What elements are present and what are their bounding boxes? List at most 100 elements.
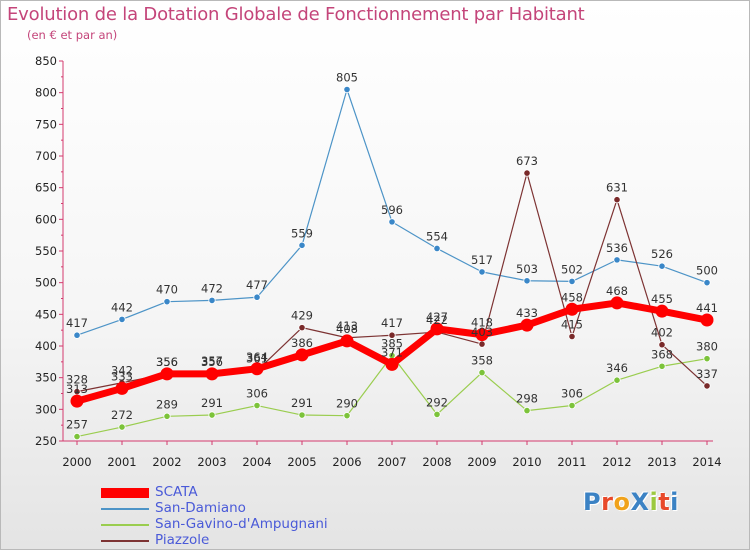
data-point-scata xyxy=(610,296,624,310)
data-point-piazzole xyxy=(298,324,306,332)
data-point-piazzole xyxy=(568,332,576,341)
data-point-scata xyxy=(70,394,84,408)
data-label-scata: 313 xyxy=(66,382,88,396)
data-point-scata xyxy=(295,348,309,362)
data-point-scata xyxy=(700,313,714,327)
data-point-san-damiano xyxy=(343,85,351,94)
data-label-san-gavino-d-ampugnani: 368 xyxy=(651,347,673,361)
legend-label-san-gavino-d-ampugnani: San-Gavino-d'Ampugnani xyxy=(155,516,328,532)
legend-label-piazzole: Piazzole xyxy=(155,532,210,548)
data-label-san-damiano: 442 xyxy=(111,300,133,314)
data-label-san-gavino-d-ampugnani: 291 xyxy=(201,396,223,410)
data-label-scata: 364 xyxy=(246,350,268,364)
x-tick-label: 2003 xyxy=(197,455,226,469)
data-label-scata: 468 xyxy=(606,284,628,298)
data-point-san-gavino-d-ampugnani xyxy=(613,376,621,384)
x-tick-label: 2005 xyxy=(287,455,316,469)
x-tick-label: 2009 xyxy=(467,455,496,469)
data-label-scata: 427 xyxy=(426,310,448,324)
data-label-san-damiano: 472 xyxy=(201,281,223,295)
data-point-san-gavino-d-ampugnani xyxy=(73,432,81,441)
data-label-piazzole: 357 xyxy=(201,354,223,368)
data-label-san-damiano: 559 xyxy=(291,226,313,240)
y-tick-label: 800 xyxy=(35,86,57,100)
data-label-scata: 408 xyxy=(336,322,358,336)
legend-swatch-san-damiano xyxy=(101,508,149,510)
data-point-piazzole xyxy=(613,196,621,204)
data-label-piazzole: 422 xyxy=(426,313,448,327)
x-tick-label: 2014 xyxy=(692,455,721,469)
data-label-scata: 333 xyxy=(111,369,133,383)
x-tick-label: 2000 xyxy=(62,455,91,469)
data-point-scata xyxy=(385,357,399,371)
y-tick-label: 650 xyxy=(35,181,57,195)
data-point-san-damiano xyxy=(523,277,531,285)
data-point-san-damiano xyxy=(73,331,81,339)
x-tick-label: 2012 xyxy=(602,455,631,469)
data-point-san-gavino-d-ampugnani xyxy=(253,401,261,410)
data-label-scata: 371 xyxy=(381,345,403,359)
data-label-san-damiano: 477 xyxy=(246,278,268,292)
data-label-piazzole: 342 xyxy=(111,364,133,378)
y-tick-label: 700 xyxy=(35,149,57,163)
y-tick-label: 350 xyxy=(35,371,57,385)
y-tick-label: 450 xyxy=(35,307,57,321)
y-tick-label: 750 xyxy=(35,117,57,131)
data-point-san-gavino-d-ampugnani xyxy=(703,355,711,363)
data-point-san-gavino-d-ampugnani xyxy=(163,412,171,420)
data-label-san-damiano: 517 xyxy=(471,253,493,267)
data-label-scata: 386 xyxy=(291,336,313,350)
data-point-san-damiano xyxy=(433,244,441,253)
data-point-scata xyxy=(655,304,669,318)
data-label-piazzole: 417 xyxy=(381,316,403,330)
data-point-san-gavino-d-ampugnani xyxy=(118,423,126,431)
data-label-scata: 441 xyxy=(696,301,718,315)
data-point-san-gavino-d-ampugnani xyxy=(433,410,441,418)
x-tick-label: 2002 xyxy=(152,455,181,469)
data-label-scata: 455 xyxy=(651,292,673,306)
data-point-piazzole xyxy=(478,340,486,348)
legend-label-scata: SCATA xyxy=(155,484,198,500)
data-point-piazzole xyxy=(703,382,711,390)
chart-title: Evolution de la Dotation Globale de Fonc… xyxy=(7,4,585,25)
data-point-scata xyxy=(475,328,489,342)
data-point-san-damiano xyxy=(388,218,396,226)
x-tick-label: 2001 xyxy=(107,455,136,469)
data-label-san-gavino-d-ampugnani: 272 xyxy=(111,408,133,422)
legend-label-san-damiano: San-Damiano xyxy=(155,500,246,516)
data-point-san-damiano xyxy=(118,315,126,323)
chart-subtitle: (en € et par an) xyxy=(27,28,118,42)
data-label-san-damiano: 805 xyxy=(336,71,358,85)
data-label-san-damiano: 502 xyxy=(561,262,583,276)
data-label-piazzole: 415 xyxy=(561,318,583,332)
data-label-san-damiano: 536 xyxy=(606,241,628,255)
x-tick-label: 2006 xyxy=(332,455,361,469)
y-tick-label: 600 xyxy=(35,212,57,226)
data-point-san-damiano xyxy=(703,279,711,287)
data-point-san-gavino-d-ampugnani xyxy=(478,368,486,377)
data-point-scata xyxy=(520,318,534,332)
legend-swatch-piazzole xyxy=(101,540,149,542)
data-label-piazzole: 403 xyxy=(471,325,493,339)
data-label-san-gavino-d-ampugnani: 292 xyxy=(426,395,448,409)
x-tick-label: 2004 xyxy=(242,455,271,469)
data-point-san-gavino-d-ampugnani xyxy=(523,406,531,415)
data-label-scata: 356 xyxy=(201,355,223,369)
data-label-san-gavino-d-ampugnani: 385 xyxy=(381,337,403,351)
proxiti-logo: ProXiti xyxy=(583,488,679,516)
data-point-san-gavino-d-ampugnani xyxy=(298,411,306,419)
data-point-scata xyxy=(205,367,219,381)
y-tick-label: 550 xyxy=(35,244,57,258)
data-label-san-damiano: 554 xyxy=(426,229,448,243)
data-label-piazzole: 356 xyxy=(156,355,178,369)
data-point-san-gavino-d-ampugnani xyxy=(343,412,351,420)
data-label-san-gavino-d-ampugnani: 358 xyxy=(471,354,493,368)
data-label-piazzole: 673 xyxy=(516,154,538,168)
data-label-scata: 458 xyxy=(561,290,583,304)
data-point-san-damiano xyxy=(613,256,621,264)
data-label-san-gavino-d-ampugnani: 306 xyxy=(246,387,268,401)
data-point-san-damiano xyxy=(253,293,261,301)
data-label-san-damiano: 470 xyxy=(156,283,178,297)
data-point-san-damiano xyxy=(658,262,666,270)
